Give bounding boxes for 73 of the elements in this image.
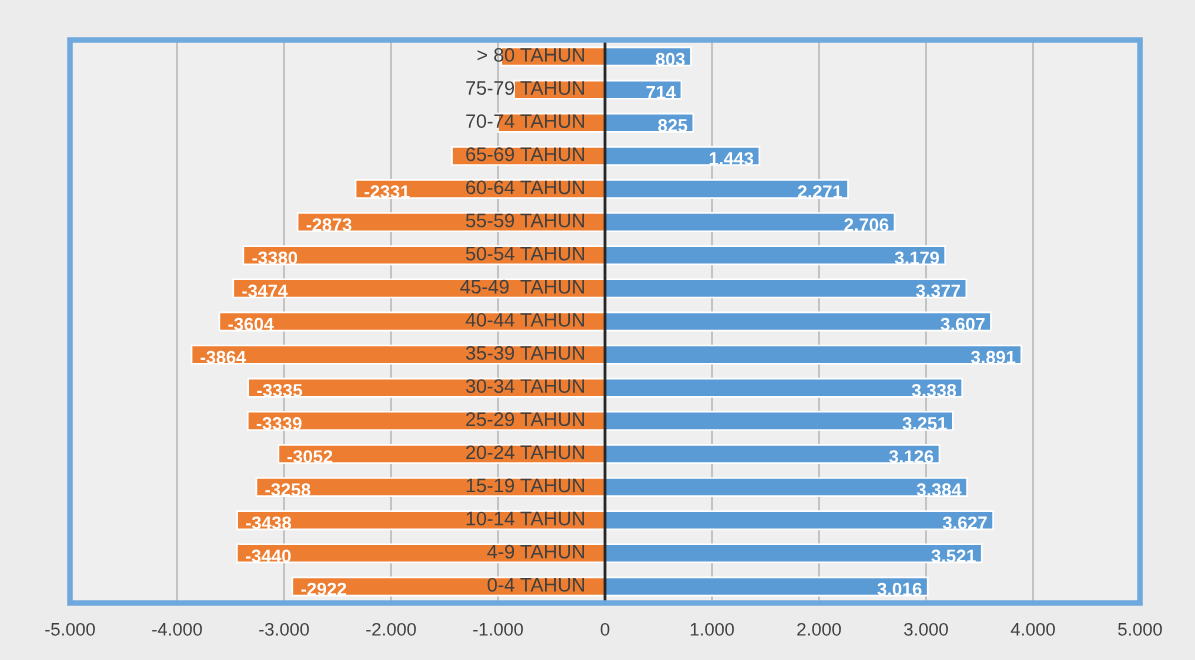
data-label: -3335: [257, 383, 303, 397]
data-label: -3604: [228, 317, 274, 331]
y-tick-label: 65-69 TAHUN: [466, 147, 584, 162]
y-tick-label: 25-29 TAHUN: [466, 412, 584, 427]
data-label: 2.706: [844, 218, 889, 232]
y-tick-label: 60-64 TAHUN: [466, 180, 584, 195]
y-tick-label: 40-44 TAHUN: [465, 312, 584, 327]
y-tick-label: 20-24 TAHUN: [466, 445, 584, 460]
x-tick-label: 3.000: [904, 622, 948, 636]
bar: [604, 344, 1023, 365]
bar: [604, 410, 954, 431]
data-label: 3.016: [877, 582, 922, 596]
data-label: -2922: [301, 582, 347, 596]
y-tick-label: 30-34 TAHUN: [465, 379, 584, 393]
data-label: 2.271: [797, 185, 842, 198]
x-tick-label: 2.000: [797, 622, 841, 636]
y-tick-label: 55-59 TAHUN: [466, 213, 584, 228]
bar: [604, 145, 761, 166]
y-tick-label: 0-4 TAHUN: [487, 577, 584, 592]
data-label: 3.377: [916, 284, 960, 298]
x-tick-label: 4.000: [1010, 622, 1055, 636]
x-tick-label: 0: [600, 622, 610, 636]
bar: [232, 278, 606, 299]
data-label: 3.126: [889, 450, 934, 464]
y-tick-label: 10-14 TAHUN: [466, 511, 584, 526]
bar: [604, 477, 968, 498]
bar: [604, 543, 983, 564]
bar: [604, 278, 968, 299]
y-tick-label: 75-79 TAHUN: [466, 81, 584, 95]
bar: [604, 377, 964, 398]
data-label: -2873: [306, 218, 352, 232]
data-label: 3.384: [916, 483, 962, 497]
bar: [604, 212, 896, 233]
bar: [604, 311, 992, 332]
bar: [604, 179, 849, 199]
data-label: -3440: [245, 549, 291, 563]
data-label: -3864: [200, 350, 246, 364]
x-tick-label: -5.000: [45, 622, 95, 636]
bar: [604, 245, 946, 266]
y-tick-label: 45-49 TAHUN: [460, 279, 584, 294]
x-tick-label: -4.000: [152, 622, 202, 636]
data-label: 3.607: [940, 317, 985, 331]
data-label: 3.521: [931, 549, 976, 563]
data-label: 1.443: [709, 152, 754, 165]
bar: [604, 444, 941, 464]
bar: [255, 477, 606, 498]
y-tick-label: 50-54 TAHUN: [466, 246, 584, 261]
data-label: 3.179: [894, 251, 939, 265]
data-label: -3339: [256, 417, 302, 430]
data-label: -3052: [287, 450, 333, 464]
data-label: -3474: [242, 284, 288, 298]
data-label: -3438: [246, 516, 292, 530]
x-tick-label: -1.000: [473, 622, 523, 636]
data-label: -3380: [252, 251, 298, 265]
data-label: -3258: [265, 483, 311, 497]
data-label: 3.251: [902, 417, 947, 430]
bar: [236, 510, 606, 531]
bar: [604, 510, 994, 531]
data-label: 3.627: [942, 516, 987, 530]
y-tick-label: 4-9 TAHUN: [487, 544, 584, 559]
bar: [246, 410, 606, 431]
bar: [242, 245, 606, 266]
x-tick-label: 5.000: [1118, 622, 1162, 636]
y-tick-label: 35-39 TAHUN: [465, 346, 584, 360]
bar: [604, 576, 929, 597]
data-label: -2331: [364, 185, 410, 199]
x-tick-label: -3.000: [259, 622, 309, 636]
x-tick-label: -2.000: [366, 622, 416, 636]
x-tick-label: 1.000: [690, 622, 734, 636]
bar: [190, 344, 606, 365]
bar: [236, 543, 606, 564]
y-tick-label: 15-19 TAHUN: [466, 478, 584, 493]
data-label: 803: [655, 52, 685, 66]
